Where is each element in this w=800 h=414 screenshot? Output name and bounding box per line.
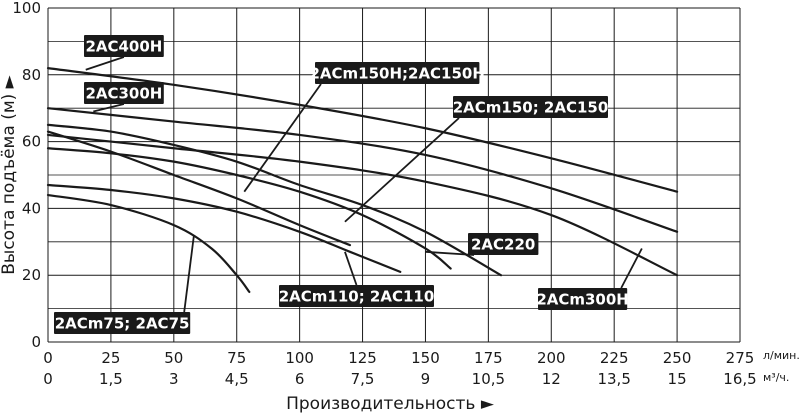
x-unit-secondary: м³/ч.: [763, 371, 789, 384]
x-tick-label: 125: [348, 349, 377, 367]
label-2acm110-2ac110: 2ACm110; 2AC110: [279, 288, 435, 306]
x-tick-label: 275: [726, 349, 755, 367]
y-axis-title: Высота подъёма (м) ►: [0, 74, 19, 274]
y-tick-label: 80: [22, 66, 41, 84]
x-tick-label: 225: [600, 349, 629, 367]
label-box-2acm300h: [538, 288, 628, 310]
label-box-2acm110-2ac110: [279, 285, 434, 307]
x-unit-primary: л/мин.: [763, 349, 800, 362]
label-leaders: [85, 56, 643, 313]
label-2acm75-2ac75: 2ACm75; 2AC75: [55, 315, 190, 333]
leader-2ac220: [425, 250, 475, 256]
x-tick-label: 200: [537, 349, 566, 367]
label-2acm150h-2ac150h: 2ACm150H;2AC150H: [309, 65, 484, 83]
x-tick-label: 100: [285, 349, 314, 367]
curve-2acm150-2ac150: [46, 130, 352, 247]
leader-2ac400h: [85, 56, 125, 71]
x-axis-title: Производительность ►: [286, 394, 495, 414]
label-2ac220: 2AC220: [471, 236, 535, 254]
x-tick-label-secondary: 7,5: [351, 370, 375, 388]
label-2acm150-2ac150: 2ACm150; 2AC150: [453, 99, 609, 117]
curve-2acm150h-2ac150h: [46, 123, 503, 277]
curve-2acm110-2ac110: [46, 183, 402, 273]
curve-2ac300h: [46, 107, 679, 233]
y-tick-label: 20: [22, 266, 41, 284]
x-tick-label-secondary: 3: [169, 370, 179, 388]
x-tick-label-secondary: 15: [668, 370, 687, 388]
label-box-2ac400h: [84, 35, 164, 57]
x-tick-label-secondary: 12: [542, 370, 561, 388]
label-box-2acm75-2ac75: [54, 312, 191, 334]
label-box-2acm150h-2ac150h: [315, 62, 480, 84]
label-box-2ac300h: [84, 82, 164, 104]
x-tick-label-secondary: 4,5: [225, 370, 249, 388]
leader-2ac300h: [93, 103, 125, 113]
leader-2acm150h-2ac150h: [243, 83, 322, 193]
curve-2acm300h: [46, 133, 679, 277]
label-box-2acm150-2ac150: [453, 96, 608, 118]
y-tick-label: 100: [12, 0, 41, 17]
label-2ac300h: 2AC300H: [85, 85, 162, 103]
leader-2acm150-2ac150: [344, 117, 460, 223]
curve-2acm75-2ac75: [46, 193, 251, 293]
leader-2acm110-2ac110: [344, 251, 358, 286]
series-labels: 2AC400H 2AC300H 2ACm150H;2AC150H 2ACm150; 2…: [54, 35, 629, 334]
x-tick-label: 175: [474, 349, 503, 367]
y-tick-label: 40: [22, 199, 41, 217]
x-tick-label: 75: [227, 349, 246, 367]
x-tick-label-secondary: 9: [421, 370, 431, 388]
x-tick-label-secondary: 6: [295, 370, 305, 388]
x-tick-label-secondary: 0: [43, 370, 53, 388]
label-2acm300h: 2ACm300H: [536, 291, 629, 309]
x-tick-label-secondary: 13,5: [597, 370, 630, 388]
x-tick-label-secondary: 1,5: [99, 370, 123, 388]
y-tick-label: 0: [31, 333, 41, 351]
x-tick-label: 25: [101, 349, 120, 367]
y-tick-label: 60: [22, 133, 41, 151]
label-2ac400h: 2AC400H: [85, 38, 162, 56]
x-tick-label: 150: [411, 349, 440, 367]
x-tick-label: 50: [164, 349, 183, 367]
leader-2acm300h: [620, 248, 643, 289]
label-box-2ac220: [468, 233, 539, 255]
x-tick-label: 250: [663, 349, 692, 367]
curve-2ac220: [46, 147, 452, 270]
x-tick-label: 0: [43, 349, 53, 367]
x-tick-label-secondary: 16,5: [723, 370, 756, 388]
x-tick-label-secondary: 10,5: [472, 370, 505, 388]
leader-2acm75-2ac75: [183, 235, 195, 313]
